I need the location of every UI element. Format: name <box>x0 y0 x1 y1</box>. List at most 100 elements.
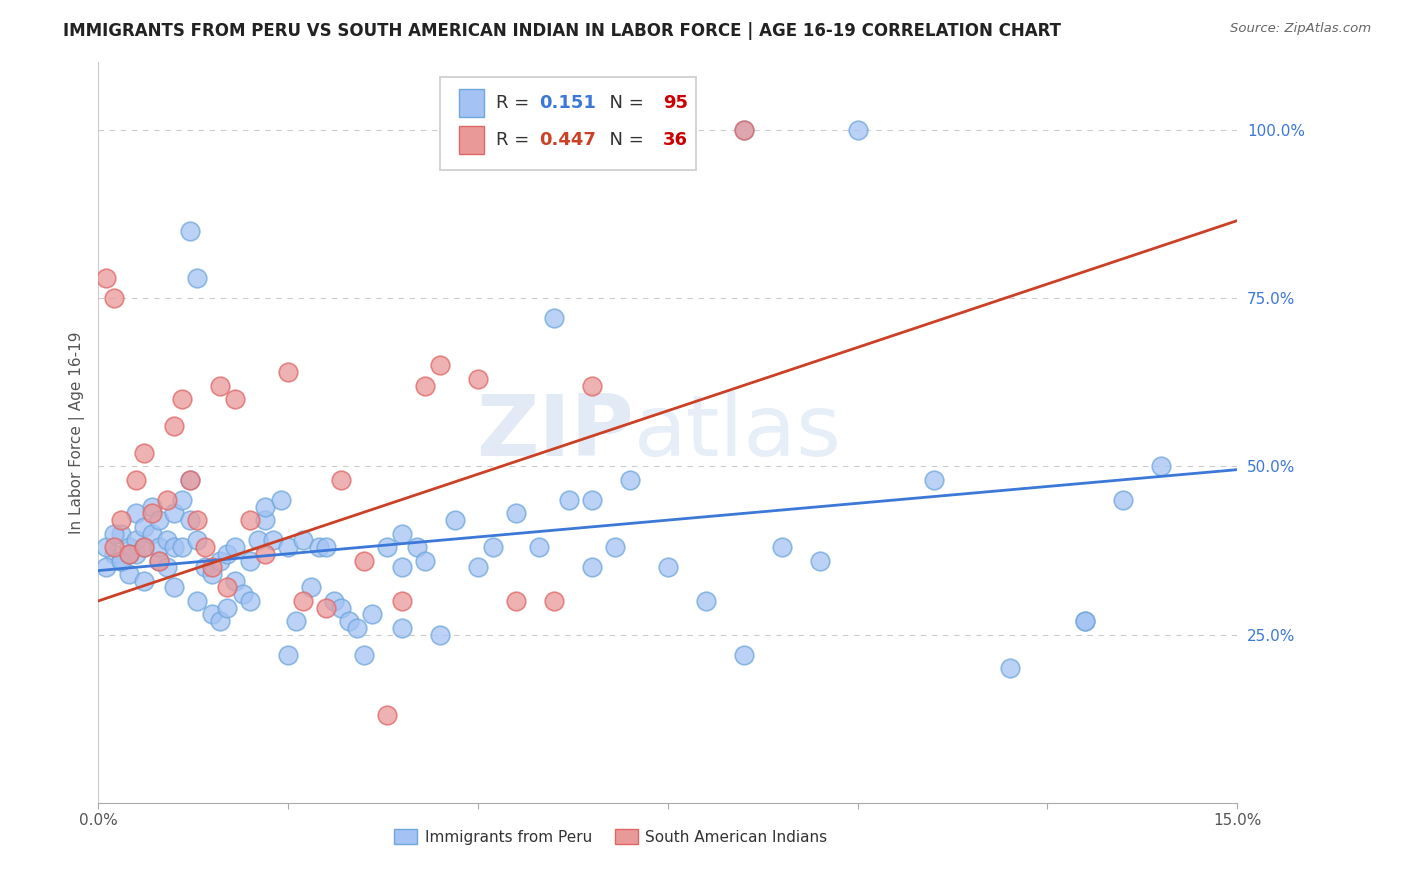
Point <box>375 708 398 723</box>
Point <box>770 540 793 554</box>
Point <box>118 566 141 581</box>
Point <box>132 540 155 554</box>
Point <box>186 533 208 548</box>
Point <box>110 553 132 567</box>
Point <box>201 560 224 574</box>
Point <box>413 553 436 567</box>
Point <box>194 540 217 554</box>
Point <box>581 378 603 392</box>
Point <box>141 500 163 514</box>
Point <box>118 547 141 561</box>
Point <box>406 540 429 554</box>
FancyBboxPatch shape <box>460 126 485 154</box>
Point <box>284 614 307 628</box>
Point <box>308 540 330 554</box>
Point <box>179 473 201 487</box>
Text: R =: R = <box>496 95 534 112</box>
Point <box>581 560 603 574</box>
Point <box>330 600 353 615</box>
Point <box>322 594 344 608</box>
Point <box>179 224 201 238</box>
Point <box>505 594 527 608</box>
Point <box>125 473 148 487</box>
Point <box>543 311 565 326</box>
Point <box>277 648 299 662</box>
Text: 0.447: 0.447 <box>538 131 596 149</box>
Point <box>94 270 117 285</box>
Point <box>224 392 246 406</box>
Point <box>1074 614 1097 628</box>
Point <box>922 473 945 487</box>
Point <box>246 533 269 548</box>
Point <box>695 594 717 608</box>
Legend: Immigrants from Peru, South American Indians: Immigrants from Peru, South American Ind… <box>388 822 834 851</box>
Point <box>217 600 239 615</box>
Text: IMMIGRANTS FROM PERU VS SOUTH AMERICAN INDIAN IN LABOR FORCE | AGE 16-19 CORRELA: IMMIGRANTS FROM PERU VS SOUTH AMERICAN I… <box>63 22 1062 40</box>
Point <box>733 122 755 136</box>
Point <box>156 492 179 507</box>
Point <box>239 553 262 567</box>
Point <box>141 507 163 521</box>
Point <box>179 513 201 527</box>
Point <box>224 574 246 588</box>
Point <box>170 492 193 507</box>
Text: N =: N = <box>599 131 650 149</box>
Point <box>224 540 246 554</box>
Point <box>239 513 262 527</box>
Point <box>94 560 117 574</box>
Point <box>315 600 337 615</box>
Point <box>277 540 299 554</box>
FancyBboxPatch shape <box>440 78 696 169</box>
Point <box>170 392 193 406</box>
Point <box>232 587 254 601</box>
Text: N =: N = <box>599 95 650 112</box>
Point <box>156 533 179 548</box>
Point <box>292 594 315 608</box>
Point <box>505 507 527 521</box>
Point <box>657 560 679 574</box>
Point <box>201 607 224 622</box>
Point <box>148 553 170 567</box>
Point <box>1150 459 1173 474</box>
Point <box>163 581 186 595</box>
Point <box>619 473 641 487</box>
Point <box>125 547 148 561</box>
Point <box>125 507 148 521</box>
Point <box>186 270 208 285</box>
Point <box>543 594 565 608</box>
Point <box>141 526 163 541</box>
Text: atlas: atlas <box>634 391 842 475</box>
Text: 36: 36 <box>664 131 689 149</box>
Point <box>330 473 353 487</box>
Point <box>208 553 231 567</box>
Point <box>132 446 155 460</box>
Text: 0.151: 0.151 <box>538 95 596 112</box>
Point <box>208 614 231 628</box>
Point <box>254 547 277 561</box>
Point <box>299 581 322 595</box>
Point <box>277 365 299 379</box>
Point <box>201 566 224 581</box>
Point <box>270 492 292 507</box>
Point <box>163 540 186 554</box>
Point <box>444 513 467 527</box>
Point <box>118 540 141 554</box>
Point <box>132 540 155 554</box>
Point <box>429 359 451 373</box>
Text: ZIP: ZIP <box>477 391 634 475</box>
Point <box>118 547 141 561</box>
Point <box>360 607 382 622</box>
Text: Source: ZipAtlas.com: Source: ZipAtlas.com <box>1230 22 1371 36</box>
Point <box>482 540 505 554</box>
Point <box>217 547 239 561</box>
Point <box>148 553 170 567</box>
Point <box>315 540 337 554</box>
Point <box>179 473 201 487</box>
Point <box>217 581 239 595</box>
Point <box>125 533 148 548</box>
Point <box>163 418 186 433</box>
Point <box>808 553 831 567</box>
Point <box>413 378 436 392</box>
Point <box>733 122 755 136</box>
Point <box>103 291 125 305</box>
